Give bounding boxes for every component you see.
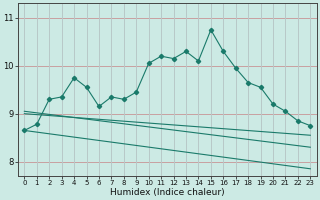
X-axis label: Humidex (Indice chaleur): Humidex (Indice chaleur) [110, 188, 225, 197]
